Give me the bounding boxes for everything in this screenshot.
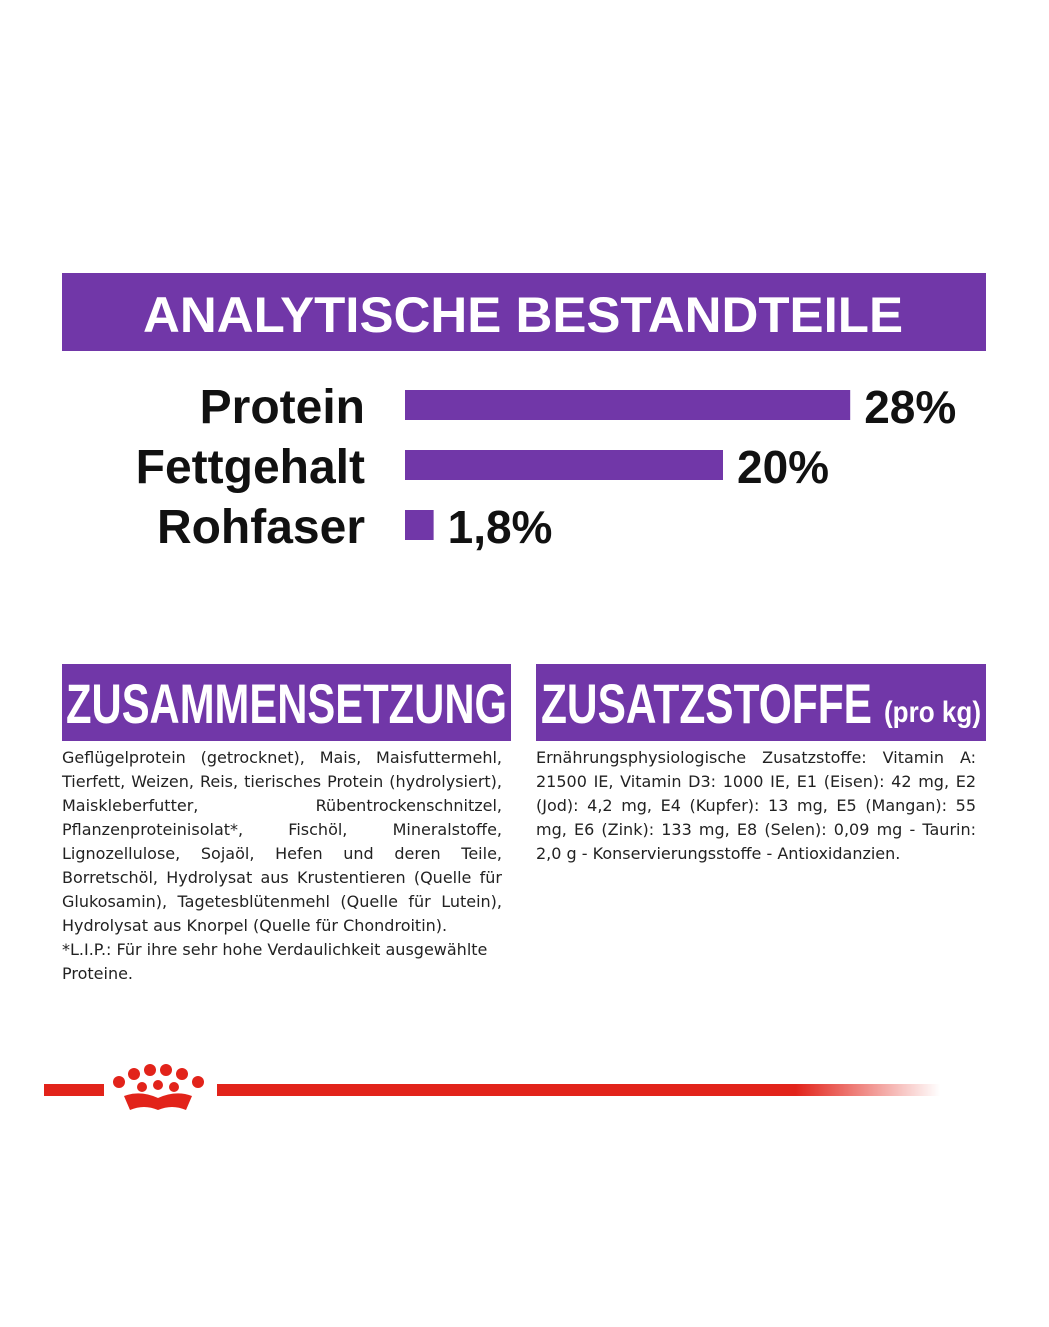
crown-dot <box>113 1076 125 1088</box>
category-label: Rohfaser <box>157 501 365 554</box>
paragraph: Geflügelprotein (getrocknet), Mais, Mais… <box>62 748 502 935</box>
section-title: ZUSATZSTOFFE <box>541 672 872 735</box>
logo-line <box>44 1084 104 1096</box>
bar <box>405 450 723 480</box>
section-title: ZUSAMMENSETZUNG <box>66 672 507 735</box>
title-banner <box>62 273 986 351</box>
crown-dot <box>169 1082 179 1092</box>
crown-dot <box>176 1068 188 1080</box>
crown-dot <box>137 1082 147 1092</box>
crown-dot <box>144 1064 156 1076</box>
value-label: 20% <box>737 441 829 493</box>
footnote: *L.I.P.: Für ihre sehr hohe Verdaulichke… <box>62 940 488 983</box>
value-label: 1,8% <box>448 501 553 553</box>
additives-text: Ernährungsphysiologische Zusatzstoffe: V… <box>536 746 976 866</box>
bar <box>405 390 851 420</box>
crown-dot <box>128 1068 140 1080</box>
bar <box>405 510 434 540</box>
composition-text: Geflügelprotein (getrocknet), Mais, Mais… <box>62 746 502 986</box>
chart-title: ANALYTISCHE BESTANDTEILE <box>143 287 903 343</box>
crown-dot <box>160 1064 172 1076</box>
value-label: 28% <box>864 381 956 433</box>
category-label: Protein <box>200 381 365 434</box>
section-banner <box>536 664 986 741</box>
logo-line <box>217 1084 940 1096</box>
unit-label: (pro kg) <box>884 696 981 729</box>
category-label: Fettgehalt <box>136 441 365 494</box>
crown-base <box>124 1093 192 1110</box>
paragraph: Ernährungsphysiologische Zusatzstoffe: V… <box>536 748 976 863</box>
crown-dot <box>153 1080 163 1090</box>
crown-dot <box>192 1076 204 1088</box>
section-banner <box>62 664 511 741</box>
logo <box>44 1064 940 1110</box>
